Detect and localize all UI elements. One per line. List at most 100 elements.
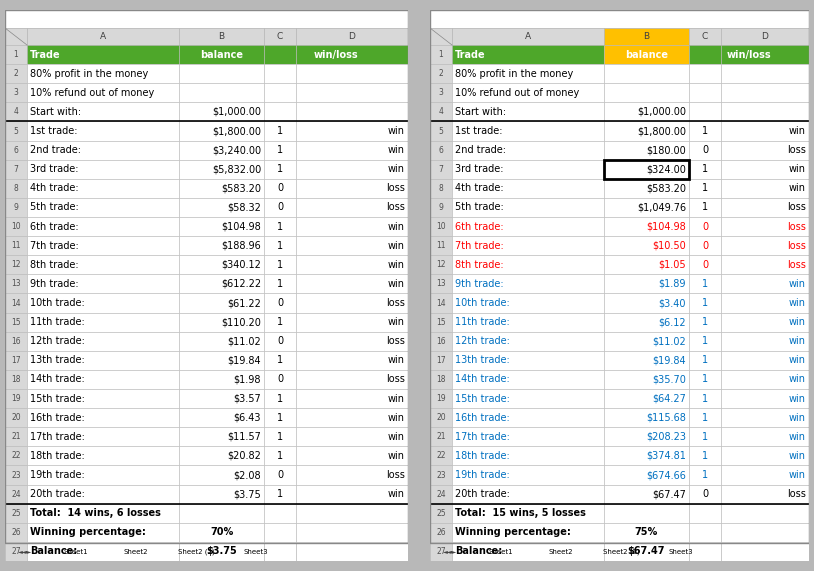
Text: 10% refund out of money: 10% refund out of money [455,88,580,98]
Text: 0: 0 [277,470,283,480]
Bar [430,198,452,217]
Text: win: win [789,470,806,480]
Bar [604,28,689,45]
Text: 1st trade:: 1st trade: [455,126,502,136]
Bar [5,312,27,332]
Bar [5,389,27,408]
Bar [5,64,27,83]
Text: 14: 14 [11,299,21,308]
Bar [179,312,264,332]
Bar [5,217,27,236]
Text: 5: 5 [14,127,19,135]
Bar [452,332,604,351]
Text: 0: 0 [277,375,283,384]
Bar [296,389,408,408]
Text: win: win [789,355,806,365]
Text: 3rd trade:: 3rd trade: [455,164,504,174]
Text: 0: 0 [277,298,283,308]
Bar [689,45,721,64]
Bar [179,504,264,523]
Bar [5,543,45,561]
Bar [604,64,689,83]
Text: $3.40: $3.40 [659,298,686,308]
Bar [452,255,604,274]
Bar [5,427,27,447]
Bar [27,160,179,179]
Text: win: win [789,451,806,461]
Bar [264,198,296,217]
Bar [721,45,809,64]
Bar [689,293,721,312]
Text: 1: 1 [702,413,708,423]
Bar [452,447,604,465]
Text: $340.12: $340.12 [221,260,261,270]
Text: 8th trade:: 8th trade: [30,260,79,270]
Bar [604,447,689,465]
Bar [264,255,296,274]
Bar [689,351,721,370]
Bar [264,465,296,485]
Bar [430,370,452,389]
Text: 6th trade:: 6th trade: [30,222,79,232]
Text: 4th trade:: 4th trade: [30,183,79,194]
Text: 15: 15 [11,317,21,327]
Text: $110.20: $110.20 [221,317,261,327]
Bar [430,543,470,561]
Bar [264,389,296,408]
Text: win: win [388,279,405,289]
Bar [604,427,689,447]
Text: 1: 1 [702,393,708,404]
Text: 20th trade:: 20th trade: [455,489,510,499]
Bar [430,293,452,312]
Text: $19.84: $19.84 [652,355,686,365]
Text: loss: loss [386,203,405,212]
Bar [264,179,296,198]
Bar [430,179,452,198]
Bar [689,83,721,102]
Bar [264,236,296,255]
Text: win: win [388,222,405,232]
Text: balance: balance [200,50,243,59]
Text: win: win [388,260,405,270]
Text: 1: 1 [702,164,708,174]
Bar [604,351,689,370]
Bar [689,408,721,427]
Bar [604,332,689,351]
Bar [296,274,408,293]
Bar [721,102,809,122]
Bar [721,447,809,465]
Bar [452,102,604,122]
Text: 4: 4 [439,107,444,116]
Bar [689,312,721,332]
Bar [5,447,27,465]
Text: 11th trade:: 11th trade: [455,317,510,327]
Text: win: win [789,183,806,194]
Bar [179,140,264,160]
Text: 1: 1 [277,145,283,155]
Bar [721,523,809,542]
Text: 26: 26 [436,528,446,537]
Text: Sheet2: Sheet2 [124,549,148,554]
Bar [264,160,296,179]
Bar [5,370,27,389]
Text: $1,000.00: $1,000.00 [212,107,261,117]
Bar [296,217,408,236]
Bar [27,523,179,542]
Bar [27,83,179,102]
Bar [179,160,264,179]
Text: 1: 1 [14,50,19,59]
Text: loss: loss [386,336,405,346]
Text: win: win [789,393,806,404]
Bar [27,179,179,198]
Bar [721,236,809,255]
Bar [430,485,452,504]
Text: 1: 1 [277,164,283,174]
Text: $11.02: $11.02 [652,336,686,346]
Bar [721,542,809,561]
Bar [179,465,264,485]
Bar [5,523,27,542]
Text: 80% profit in the money: 80% profit in the money [455,69,573,79]
Bar [430,217,452,236]
Bar [604,465,689,485]
Bar [430,255,452,274]
